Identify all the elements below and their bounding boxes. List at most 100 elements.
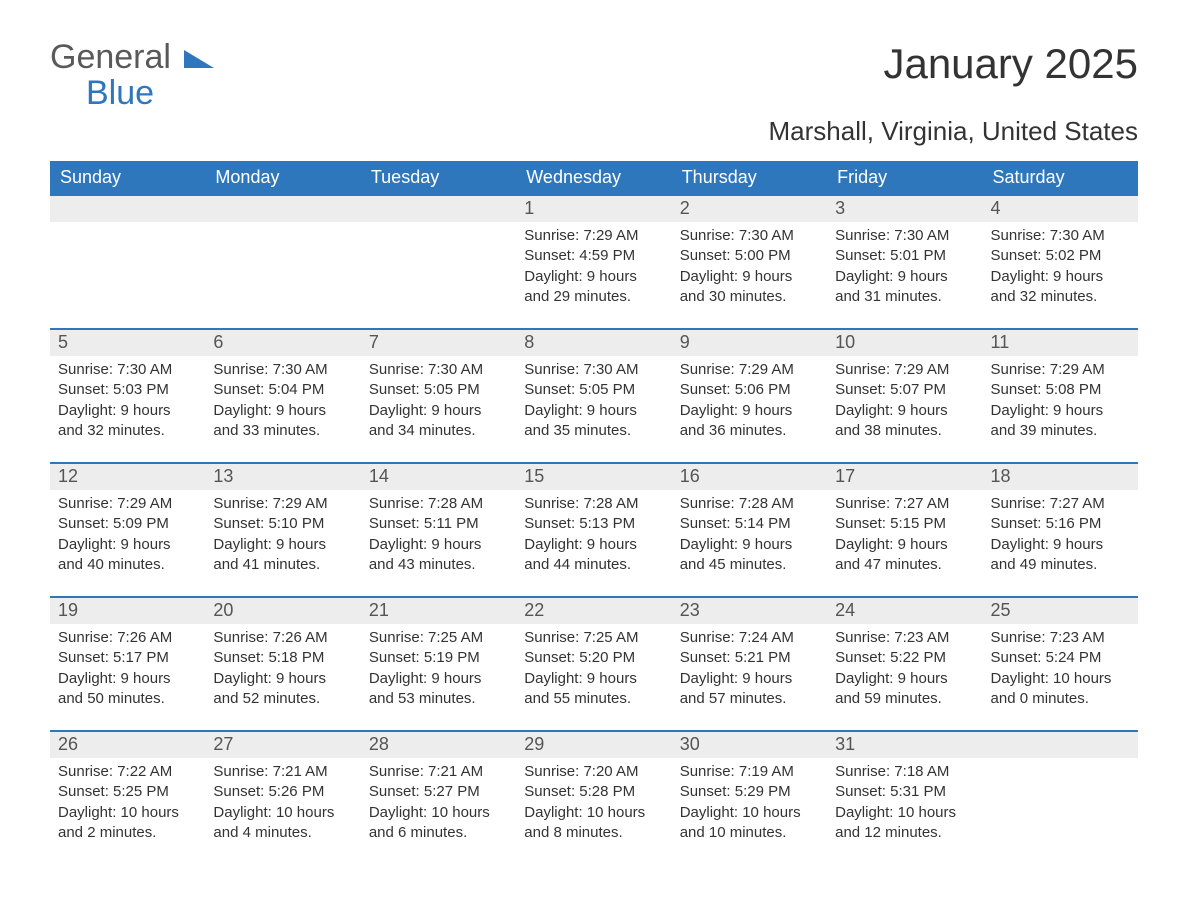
day-dl2-line: and 34 minutes. xyxy=(369,421,508,441)
day-body: Sunrise: 7:22 AMSunset: 5:25 PMDaylight:… xyxy=(50,758,205,851)
day-number: 6 xyxy=(205,330,360,356)
day-sunset-line: Sunset: 5:19 PM xyxy=(369,648,508,668)
day-number: 11 xyxy=(983,330,1138,356)
day-dl2-line: and 41 minutes. xyxy=(213,555,352,575)
day-sunset-line: Sunset: 5:15 PM xyxy=(835,514,974,534)
day-sunrise-line: Sunrise: 7:29 AM xyxy=(524,226,663,246)
day-cell: 8Sunrise: 7:30 AMSunset: 5:05 PMDaylight… xyxy=(516,330,671,462)
day-number: 19 xyxy=(50,598,205,624)
day-sunset-line: Sunset: 5:25 PM xyxy=(58,782,197,802)
day-number xyxy=(205,196,360,222)
day-cell xyxy=(983,732,1138,864)
day-dl1-line: Daylight: 9 hours xyxy=(58,401,197,421)
day-dl2-line: and 47 minutes. xyxy=(835,555,974,575)
day-sunrise-line: Sunrise: 7:28 AM xyxy=(680,494,819,514)
day-dl1-line: Daylight: 9 hours xyxy=(524,401,663,421)
day-cell: 3Sunrise: 7:30 AMSunset: 5:01 PMDaylight… xyxy=(827,196,982,328)
day-number: 14 xyxy=(361,464,516,490)
day-cell xyxy=(50,196,205,328)
day-dl1-line: Daylight: 9 hours xyxy=(991,401,1130,421)
day-dl2-line: and 52 minutes. xyxy=(213,689,352,709)
day-sunset-line: Sunset: 5:17 PM xyxy=(58,648,197,668)
day-sunrise-line: Sunrise: 7:25 AM xyxy=(369,628,508,648)
day-cell: 10Sunrise: 7:29 AMSunset: 5:07 PMDayligh… xyxy=(827,330,982,462)
day-number: 10 xyxy=(827,330,982,356)
day-dl1-line: Daylight: 9 hours xyxy=(680,669,819,689)
day-body: Sunrise: 7:29 AMSunset: 5:10 PMDaylight:… xyxy=(205,490,360,583)
day-dl2-line: and 39 minutes. xyxy=(991,421,1130,441)
day-sunrise-line: Sunrise: 7:29 AM xyxy=(991,360,1130,380)
day-cell: 7Sunrise: 7:30 AMSunset: 5:05 PMDaylight… xyxy=(361,330,516,462)
day-cell: 27Sunrise: 7:21 AMSunset: 5:26 PMDayligh… xyxy=(205,732,360,864)
day-cell: 28Sunrise: 7:21 AMSunset: 5:27 PMDayligh… xyxy=(361,732,516,864)
day-dl2-line: and 49 minutes. xyxy=(991,555,1130,575)
day-sunrise-line: Sunrise: 7:30 AM xyxy=(213,360,352,380)
day-dl1-line: Daylight: 9 hours xyxy=(524,267,663,287)
day-number: 17 xyxy=(827,464,982,490)
day-sunset-line: Sunset: 5:10 PM xyxy=(213,514,352,534)
week-row: 26Sunrise: 7:22 AMSunset: 5:25 PMDayligh… xyxy=(50,730,1138,864)
day-sunrise-line: Sunrise: 7:27 AM xyxy=(991,494,1130,514)
day-number: 23 xyxy=(672,598,827,624)
day-cell: 31Sunrise: 7:18 AMSunset: 5:31 PMDayligh… xyxy=(827,732,982,864)
day-body xyxy=(983,758,1138,770)
day-number: 9 xyxy=(672,330,827,356)
day-sunrise-line: Sunrise: 7:30 AM xyxy=(835,226,974,246)
day-sunset-line: Sunset: 5:29 PM xyxy=(680,782,819,802)
day-body: Sunrise: 7:28 AMSunset: 5:11 PMDaylight:… xyxy=(361,490,516,583)
weekday-header-cell: Saturday xyxy=(983,161,1138,194)
day-sunrise-line: Sunrise: 7:23 AM xyxy=(835,628,974,648)
day-cell: 29Sunrise: 7:20 AMSunset: 5:28 PMDayligh… xyxy=(516,732,671,864)
day-sunrise-line: Sunrise: 7:22 AM xyxy=(58,762,197,782)
day-sunset-line: Sunset: 5:27 PM xyxy=(369,782,508,802)
day-dl2-line: and 44 minutes. xyxy=(524,555,663,575)
day-number: 30 xyxy=(672,732,827,758)
day-sunset-line: Sunset: 5:06 PM xyxy=(680,380,819,400)
day-cell: 21Sunrise: 7:25 AMSunset: 5:19 PMDayligh… xyxy=(361,598,516,730)
day-body: Sunrise: 7:30 AMSunset: 5:02 PMDaylight:… xyxy=(983,222,1138,315)
page-title: January 2025 xyxy=(883,40,1138,88)
weekday-header-cell: Thursday xyxy=(672,161,827,194)
day-dl2-line: and 50 minutes. xyxy=(58,689,197,709)
day-cell: 20Sunrise: 7:26 AMSunset: 5:18 PMDayligh… xyxy=(205,598,360,730)
day-cell: 23Sunrise: 7:24 AMSunset: 5:21 PMDayligh… xyxy=(672,598,827,730)
day-number: 5 xyxy=(50,330,205,356)
day-cell: 18Sunrise: 7:27 AMSunset: 5:16 PMDayligh… xyxy=(983,464,1138,596)
day-dl1-line: Daylight: 9 hours xyxy=(680,535,819,555)
day-dl1-line: Daylight: 9 hours xyxy=(991,267,1130,287)
day-sunset-line: Sunset: 5:20 PM xyxy=(524,648,663,668)
weeks-container: 1Sunrise: 7:29 AMSunset: 4:59 PMDaylight… xyxy=(50,194,1138,864)
day-number: 24 xyxy=(827,598,982,624)
day-number: 2 xyxy=(672,196,827,222)
day-cell: 22Sunrise: 7:25 AMSunset: 5:20 PMDayligh… xyxy=(516,598,671,730)
day-number: 27 xyxy=(205,732,360,758)
logo: General Blue xyxy=(50,40,214,110)
day-number: 22 xyxy=(516,598,671,624)
day-dl2-line: and 2 minutes. xyxy=(58,823,197,843)
header-row: General Blue January 2025 xyxy=(50,40,1138,110)
day-dl1-line: Daylight: 9 hours xyxy=(991,535,1130,555)
day-dl2-line: and 30 minutes. xyxy=(680,287,819,307)
day-body: Sunrise: 7:25 AMSunset: 5:19 PMDaylight:… xyxy=(361,624,516,717)
day-number: 28 xyxy=(361,732,516,758)
day-sunset-line: Sunset: 5:24 PM xyxy=(991,648,1130,668)
day-dl2-line: and 33 minutes. xyxy=(213,421,352,441)
day-sunrise-line: Sunrise: 7:29 AM xyxy=(58,494,197,514)
day-sunset-line: Sunset: 5:13 PM xyxy=(524,514,663,534)
day-sunset-line: Sunset: 5:09 PM xyxy=(58,514,197,534)
day-sunrise-line: Sunrise: 7:27 AM xyxy=(835,494,974,514)
day-sunrise-line: Sunrise: 7:18 AM xyxy=(835,762,974,782)
day-dl1-line: Daylight: 9 hours xyxy=(213,535,352,555)
day-number: 7 xyxy=(361,330,516,356)
day-dl1-line: Daylight: 10 hours xyxy=(369,803,508,823)
day-body: Sunrise: 7:29 AMSunset: 5:08 PMDaylight:… xyxy=(983,356,1138,449)
day-sunset-line: Sunset: 5:05 PM xyxy=(369,380,508,400)
day-body: Sunrise: 7:28 AMSunset: 5:13 PMDaylight:… xyxy=(516,490,671,583)
week-row: 1Sunrise: 7:29 AMSunset: 4:59 PMDaylight… xyxy=(50,194,1138,328)
day-dl1-line: Daylight: 10 hours xyxy=(835,803,974,823)
day-sunset-line: Sunset: 5:04 PM xyxy=(213,380,352,400)
day-cell: 1Sunrise: 7:29 AMSunset: 4:59 PMDaylight… xyxy=(516,196,671,328)
day-sunset-line: Sunset: 4:59 PM xyxy=(524,246,663,266)
day-sunset-line: Sunset: 5:02 PM xyxy=(991,246,1130,266)
day-body: Sunrise: 7:30 AMSunset: 5:05 PMDaylight:… xyxy=(361,356,516,449)
